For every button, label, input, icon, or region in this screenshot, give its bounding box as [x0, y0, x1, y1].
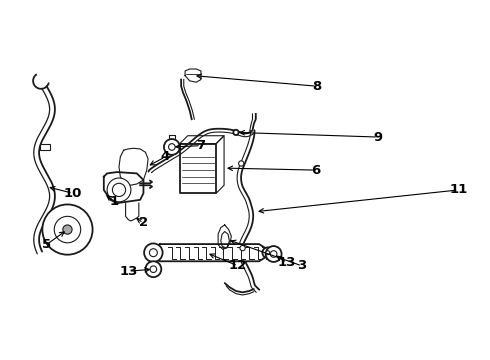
Circle shape [169, 144, 175, 150]
Circle shape [149, 249, 157, 257]
Polygon shape [218, 225, 231, 249]
Text: 8: 8 [312, 80, 321, 93]
Circle shape [270, 251, 277, 257]
Text: 13: 13 [119, 265, 138, 278]
Circle shape [263, 247, 273, 258]
Circle shape [42, 204, 93, 255]
Polygon shape [104, 172, 144, 203]
Circle shape [233, 130, 239, 135]
Circle shape [266, 251, 270, 255]
Text: 12: 12 [229, 260, 247, 273]
FancyBboxPatch shape [40, 144, 50, 150]
Text: 13: 13 [278, 256, 296, 269]
Circle shape [164, 139, 180, 155]
Circle shape [240, 246, 245, 251]
Polygon shape [180, 136, 224, 144]
Text: 1: 1 [109, 195, 118, 208]
Polygon shape [180, 144, 216, 193]
Text: 2: 2 [139, 216, 148, 229]
Polygon shape [119, 148, 148, 185]
Text: 7: 7 [196, 139, 205, 152]
Circle shape [107, 178, 131, 202]
Circle shape [266, 246, 282, 262]
Polygon shape [155, 244, 265, 261]
Polygon shape [185, 69, 201, 82]
Text: 3: 3 [297, 260, 307, 273]
Polygon shape [216, 136, 224, 193]
Polygon shape [125, 203, 139, 221]
Text: 5: 5 [42, 238, 51, 251]
Circle shape [63, 225, 72, 234]
Circle shape [144, 243, 163, 262]
Text: 6: 6 [311, 163, 320, 177]
Circle shape [146, 261, 161, 277]
Text: 11: 11 [449, 183, 468, 197]
Circle shape [112, 183, 125, 197]
Text: 9: 9 [373, 131, 383, 144]
Text: 4: 4 [161, 150, 170, 163]
Text: 10: 10 [64, 187, 82, 200]
Circle shape [54, 216, 81, 243]
Circle shape [150, 266, 157, 273]
Circle shape [239, 161, 244, 166]
